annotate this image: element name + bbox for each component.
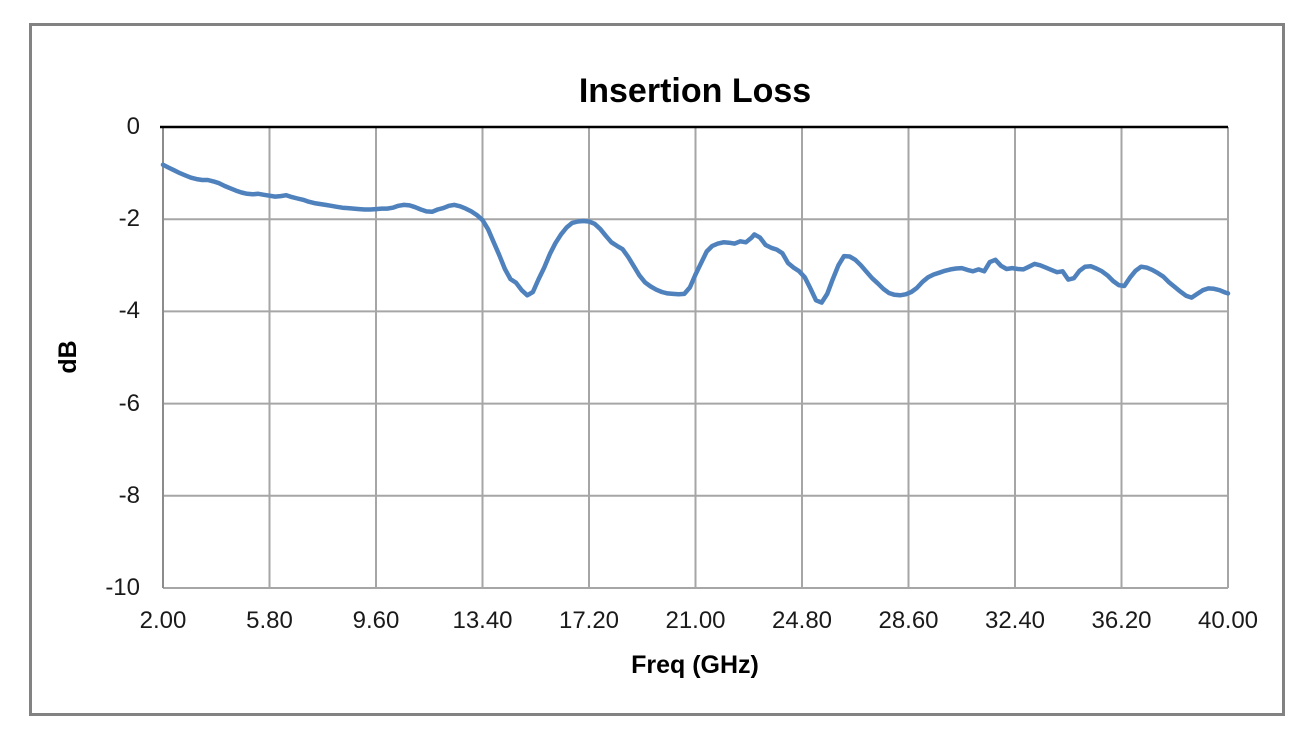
x-axis-title: Freq (GHz) <box>631 651 759 679</box>
x-tick-label: 24.80 <box>771 607 833 634</box>
x-tick-label: 5.80 <box>246 607 293 634</box>
x-tick-label: 9.60 <box>352 607 400 634</box>
insertion-loss-line <box>160 162 1231 305</box>
y-tick-label: 0 <box>126 113 140 140</box>
y-tick-label: -10 <box>105 574 140 601</box>
x-tick-label: 17.20 <box>558 607 620 634</box>
x-tick-label: 13.40 <box>452 607 513 634</box>
y-tick-label: -2 <box>118 205 140 233</box>
y-tick-label: -6 <box>118 389 140 417</box>
y-axis-title: dB <box>54 340 82 374</box>
chart-title: Insertion Loss <box>578 72 812 110</box>
y-tick-label: -8 <box>118 481 140 509</box>
x-tick-label: 21.00 <box>665 607 726 634</box>
x-tick-label: 28.60 <box>878 607 939 634</box>
x-tick-label: 40.00 <box>1197 607 1259 634</box>
x-tick-label: 32.40 <box>984 607 1046 634</box>
y-tick-label: -4 <box>118 297 140 325</box>
x-tick-label: 36.20 <box>1091 607 1152 634</box>
x-tick-label: 2.00 <box>139 607 187 634</box>
chart-frame <box>29 23 1285 716</box>
